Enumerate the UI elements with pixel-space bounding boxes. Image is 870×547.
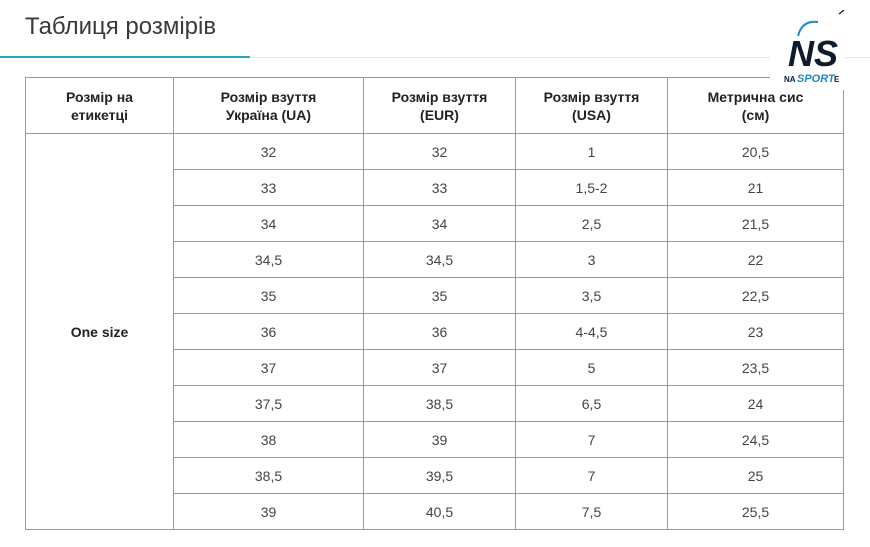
size-label-cell: One size — [25, 133, 174, 530]
table-cell-usa: 1,5-2 — [515, 169, 668, 206]
table-cell-eur: 34 — [363, 205, 516, 242]
header-eur-size-line1: Розмір взуття — [391, 88, 488, 105]
logo-brand: SPORT — [797, 73, 836, 85]
title-accent-bar — [0, 56, 250, 58]
table-cell-usa: 7,5 — [515, 493, 668, 530]
table-cell-usa: 1 — [515, 133, 668, 170]
table-cell-cm: 22 — [667, 241, 844, 278]
table-cell-cm: 21 — [667, 169, 844, 206]
header-eur-size-line2: (EUR) — [420, 106, 459, 123]
logo-ns-letters: NS — [788, 33, 838, 74]
table-row: 34,5 34,5 3 22 — [26, 241, 844, 278]
table-row: 35 35 3,5 22,5 — [26, 277, 844, 314]
table-cell-usa: 7 — [515, 421, 668, 458]
table-cell-cm: 23 — [667, 313, 844, 350]
table-cell-eur: 36 — [363, 313, 516, 350]
table-cell-cm: 21,5 — [667, 205, 844, 242]
table-cell-usa: 5 — [515, 349, 668, 386]
table-cell-usa: 6,5 — [515, 385, 668, 422]
table-cell-cm: 23,5 — [667, 349, 844, 386]
table-cell-ua: 35 — [173, 277, 364, 314]
table-cell-cm: 24,5 — [667, 421, 844, 458]
table-cell-cm: 24 — [667, 385, 844, 422]
header-ua-size: Розмір взуття Україна (UA) — [173, 77, 364, 134]
header-ua-size-line2: Україна (UA) — [225, 106, 312, 123]
header-label-size-line1: Розмір на — [66, 88, 133, 105]
table-cell-ua: 32 — [173, 133, 364, 170]
table-cell-ua: 37 — [173, 349, 364, 386]
table-cell-usa: 3 — [515, 241, 668, 278]
table-row: One size 32 32 1 20,5 — [25, 133, 844, 530]
header-label-size-line2: етикетці — [70, 106, 129, 123]
header-ua-size-line1: Розмір взуття — [220, 88, 317, 105]
page-title: Таблиця розмірів — [25, 13, 217, 40]
table-cell-cm: 25 — [667, 457, 844, 494]
table-cell-usa: 4-4,5 — [515, 313, 668, 350]
nasporte-logo: NS NA SPORT E — [770, 9, 845, 90]
table-cell-ua: 33 — [173, 169, 364, 206]
table-cell-eur: 38,5 — [363, 385, 516, 422]
header-label-size: Розмір на етикетці — [25, 77, 174, 134]
table-cell-ua: 38,5 — [173, 457, 364, 494]
table-row: 37 37 5 23,5 — [26, 349, 844, 386]
table-cell-eur: 39 — [363, 421, 516, 458]
size-table: Розмір на етикетці Розмір взуття Україна… — [25, 77, 844, 530]
table-cell-ua: 37,5 — [173, 385, 364, 422]
nasporte-logo-mark: NS NA SPORT E — [770, 9, 845, 90]
header-usa-size-line1: Розмір взуття — [543, 88, 640, 105]
header-row: Розмір на етикетці Розмір взуття Україна… — [25, 77, 844, 134]
header-usa-size: Розмір взуття (USA) — [515, 77, 668, 134]
table-cell-eur: 32 — [363, 133, 516, 170]
table-cell-cm: 20,5 — [667, 133, 844, 170]
table-cell-ua: 38 — [173, 421, 364, 458]
table-cell-eur: 37 — [363, 349, 516, 386]
header-metric-size-line1: Метрична сис — [707, 88, 804, 105]
table-cell-ua: 39 — [173, 493, 364, 530]
table-cell-eur: 34,5 — [363, 241, 516, 278]
table-row: 36 36 4-4,5 23 — [26, 313, 844, 350]
table-row: 37,5 38,5 6,5 24 — [26, 385, 844, 422]
table-cell-usa: 3,5 — [515, 277, 668, 314]
table-cell-cm: 25,5 — [667, 493, 844, 530]
table-cell-usa: 7 — [515, 457, 668, 494]
header-metric-size-line2: (см) — [741, 106, 770, 123]
logo-suffix: E — [834, 75, 840, 84]
title-divider — [0, 57, 870, 58]
table-cell-eur: 33 — [363, 169, 516, 206]
table-cell-ua: 34 — [173, 205, 364, 242]
table-cell-cm: 22,5 — [667, 277, 844, 314]
logo-prefix: NA — [784, 75, 796, 84]
table-cell-eur: 39,5 — [363, 457, 516, 494]
table-cell-ua: 34,5 — [173, 241, 364, 278]
table-row: 39 40,5 7,5 25,5 — [26, 493, 844, 530]
table-cell-usa: 2,5 — [515, 205, 668, 242]
table-cell-eur: 40,5 — [363, 493, 516, 530]
header-usa-size-line2: (USA) — [572, 106, 611, 123]
table-cell-ua: 36 — [173, 313, 364, 350]
table-row: 33 33 1,5-2 21 — [26, 169, 844, 206]
table-cell-eur: 35 — [363, 277, 516, 314]
header-eur-size: Розмір взуття (EUR) — [363, 77, 516, 134]
